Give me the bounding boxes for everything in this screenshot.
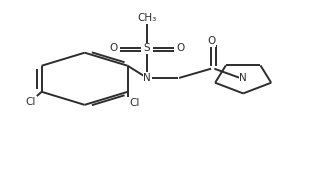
Text: O: O [177, 43, 185, 54]
Text: O: O [109, 43, 118, 54]
Text: N: N [239, 73, 247, 83]
Text: S: S [144, 43, 151, 54]
Text: N: N [143, 73, 151, 83]
Text: CH₃: CH₃ [138, 13, 157, 23]
Text: Cl: Cl [25, 97, 35, 107]
Text: Cl: Cl [129, 98, 140, 108]
Text: O: O [207, 36, 215, 46]
Text: N: N [239, 73, 247, 83]
